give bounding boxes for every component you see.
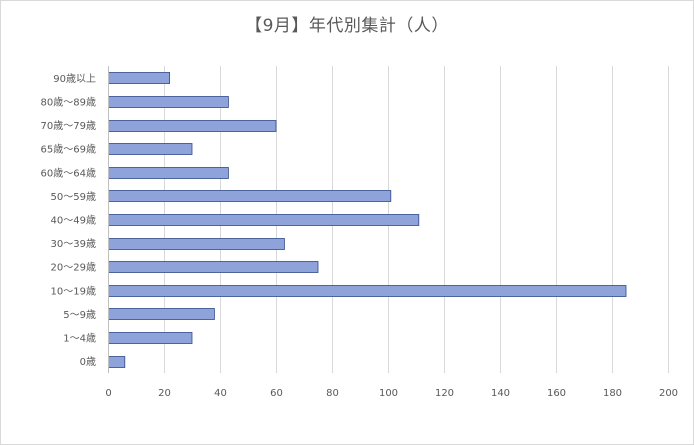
y-tick-label: 20〜29歳: [51, 262, 96, 274]
bar: [108, 143, 193, 155]
bar: [108, 285, 627, 297]
y-tick-label: 70歳〜79歳: [41, 120, 96, 132]
y-tick-label: 10〜19歳: [51, 285, 96, 297]
y-tick-label: 60歳〜64歳: [41, 167, 96, 179]
y-tick-label: 40〜49歳: [51, 215, 96, 227]
x-tick-label: 80: [326, 388, 339, 399]
x-tick-label: 60: [270, 388, 283, 399]
x-tick-label: 200: [659, 388, 678, 399]
x-tick-label: 40: [214, 388, 227, 399]
bar: [108, 190, 392, 202]
y-tick-label: 1〜4歳: [63, 333, 96, 345]
bar: [108, 72, 170, 84]
bar: [108, 308, 215, 320]
bar: [108, 167, 229, 179]
y-tick-label: 0歳: [80, 356, 96, 368]
y-tick-label: 90歳以上: [53, 73, 96, 85]
bar: [108, 96, 229, 108]
bar: [108, 214, 420, 226]
x-tick-label: 120: [435, 388, 454, 399]
y-tick-label: 5〜9歳: [63, 309, 96, 321]
bar: [108, 238, 285, 250]
bars: [108, 72, 627, 368]
x-tick-label: 100: [379, 388, 398, 399]
y-tick-label: 50〜59歳: [51, 191, 96, 203]
bar: [108, 120, 277, 132]
x-tick-label: 160: [547, 388, 566, 399]
y-tick-label: 65歳〜69歳: [41, 144, 96, 156]
x-tick-label: 180: [603, 388, 622, 399]
tick-labels: 0 20 40 60 80 100 120 140 160 180 200 0歳 1〜4歳 5〜9歳 10〜…: [41, 73, 679, 399]
x-tick-label: 0: [105, 388, 111, 399]
x-tick-label: 20: [158, 388, 171, 399]
bar: [108, 332, 193, 344]
y-tick-label: 80歳〜89歳: [41, 96, 96, 108]
bar: [108, 261, 319, 273]
bar: [108, 356, 126, 368]
chart-title: 【9月】年代別集計（人）: [245, 16, 449, 36]
x-tick-label: 140: [491, 388, 510, 399]
y-tick-label: 30〜39歳: [51, 238, 96, 250]
